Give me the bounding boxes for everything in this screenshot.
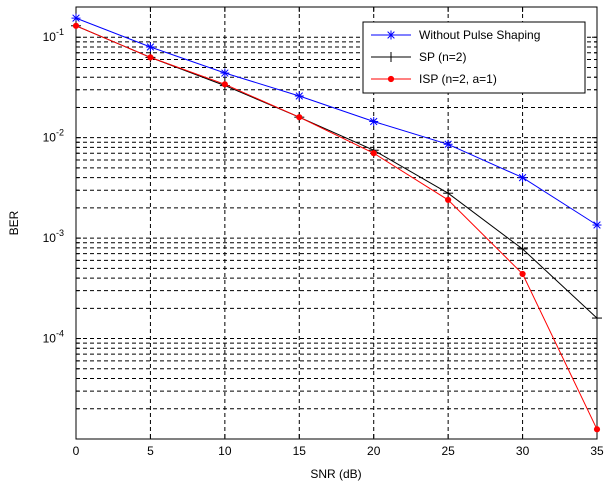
y-tick-label-exponent: -1 (56, 27, 64, 37)
y-tick-label-base: 10 (43, 30, 57, 44)
legend-label: ISP (n=2, a=1) (419, 72, 497, 86)
y-tick-label: 10-2 (43, 128, 64, 145)
series-line (75, 25, 598, 430)
marker-stroke (295, 92, 304, 100)
marker-dot (519, 270, 526, 278)
series-0 (71, 13, 602, 230)
marker-plus (517, 243, 528, 254)
marker-dot (221, 81, 228, 88)
legend-entry-1: SP (n=2) (371, 50, 466, 64)
x-tick-label: 5 (147, 444, 154, 458)
y-tick-label: 10-3 (43, 228, 64, 245)
marker-asterisk (71, 13, 81, 23)
marker-plus (592, 313, 602, 324)
marker-dot (445, 196, 452, 204)
y-tick-label-exponent: -2 (56, 128, 64, 138)
marker-asterisk (145, 42, 155, 52)
x-axis-label: SNR (dB) (310, 467, 361, 481)
marker-dot (72, 22, 80, 29)
x-tick-label: 10 (218, 444, 232, 458)
marker-stroke (72, 14, 80, 22)
legend-label: SP (n=2) (419, 50, 466, 64)
marker-dot (296, 114, 303, 121)
series-line (75, 17, 598, 226)
x-tick-label: 25 (441, 444, 455, 458)
marker-asterisk (294, 91, 304, 101)
marker-asterisk (518, 173, 528, 183)
data-series (71, 13, 602, 433)
y-tick-label: 10-1 (43, 27, 64, 44)
y-tick-label-base: 10 (43, 231, 57, 245)
marker-asterisk (443, 139, 453, 149)
marker-stroke (518, 173, 527, 182)
marker-asterisk (369, 116, 379, 126)
y-axis-label: BER (7, 210, 21, 235)
marker-asterisk (220, 68, 230, 78)
legend-entry-0: Without Pulse Shaping (371, 28, 540, 42)
marker-stroke (593, 221, 601, 229)
y-tick-label-exponent: -4 (56, 329, 64, 339)
marker-plus (443, 188, 454, 199)
marker-stroke (387, 31, 395, 39)
marker-asterisk (592, 220, 602, 230)
x-tick-label: 35 (590, 444, 604, 458)
x-tick-label: 30 (516, 444, 530, 458)
y-tick-label: 10-4 (43, 329, 64, 346)
marker-stroke (221, 69, 229, 77)
marker-plus (386, 52, 396, 62)
marker-dot (593, 426, 601, 433)
marker-dot (147, 54, 154, 61)
legend: Without Pulse Shaping SP (n=2) ISP (n=2, a… (362, 21, 586, 94)
marker-stroke (444, 140, 452, 148)
marker-dot (370, 150, 377, 157)
marker-dot (387, 75, 395, 83)
marker-stroke (146, 43, 155, 51)
legend-label: Without Pulse Shaping (419, 28, 540, 42)
y-tick-label-exponent: -3 (56, 228, 64, 238)
legend-entry-2: ISP (n=2, a=1) (371, 72, 497, 86)
y-tick-label-base: 10 (43, 131, 57, 145)
y-tick-label-base: 10 (43, 332, 57, 346)
x-tick-label: 20 (367, 444, 381, 458)
x-tick-label: 0 (73, 444, 80, 458)
series-2 (72, 22, 601, 433)
x-tick-label: 15 (293, 444, 307, 458)
marker-stroke (369, 117, 378, 126)
marker-asterisk (386, 30, 396, 40)
